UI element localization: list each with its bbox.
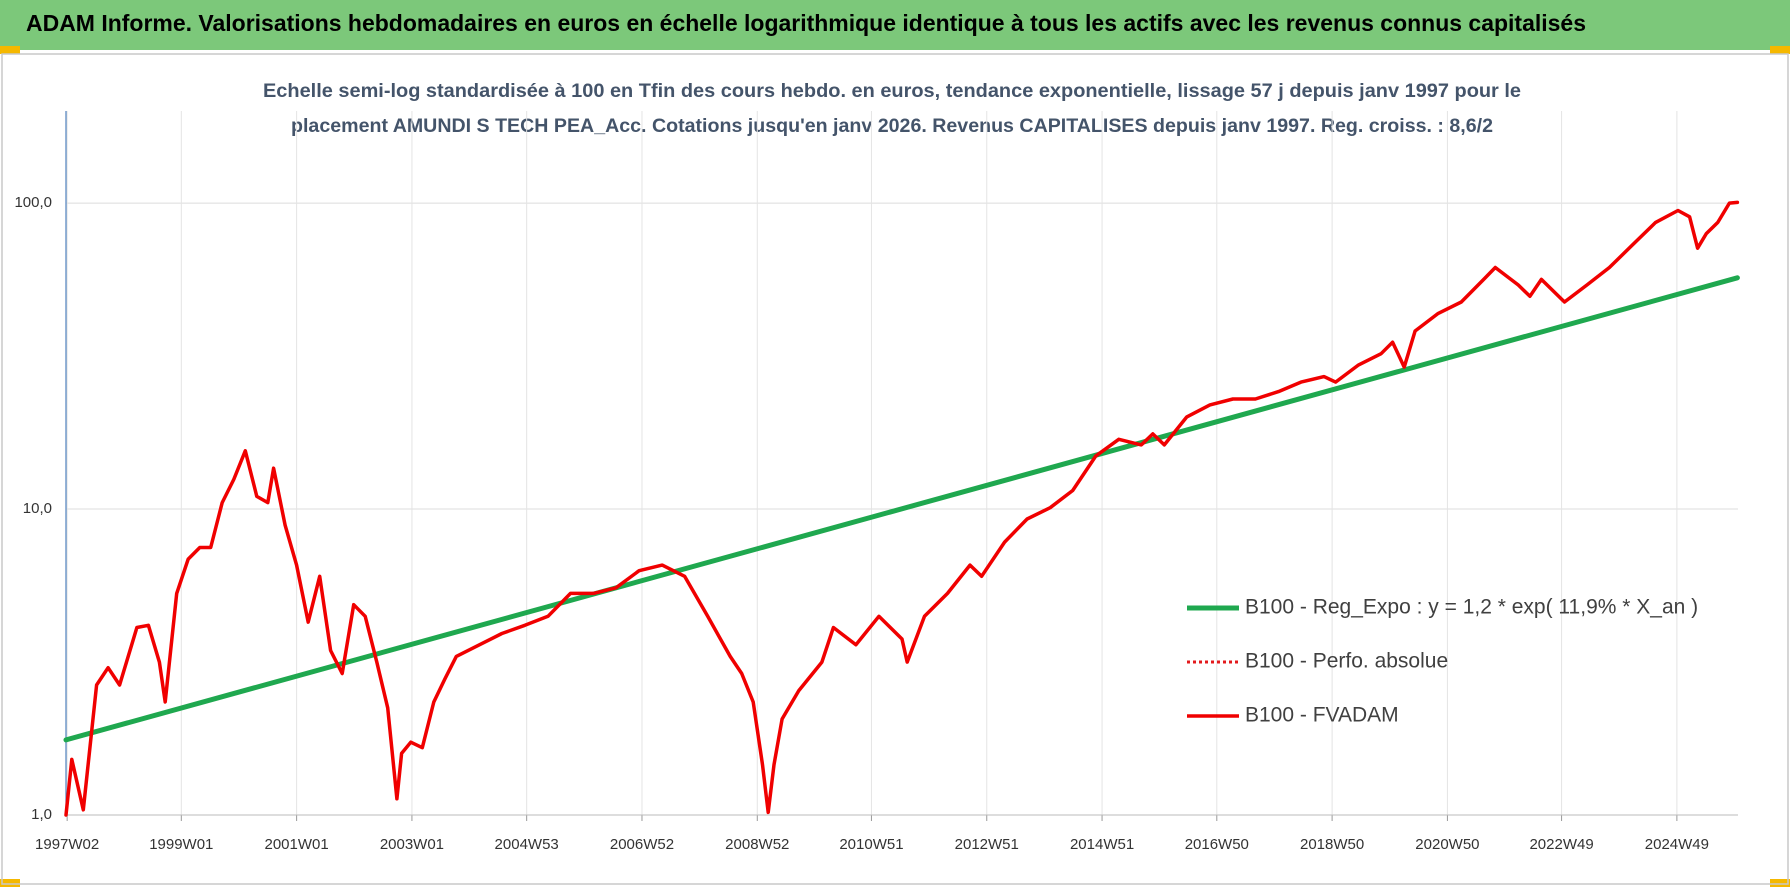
x-tick-label: 2014W51 (1070, 836, 1134, 853)
series-line (64, 200, 1740, 817)
x-tick-label: 2001W01 (265, 836, 329, 853)
x-tick-label: 1997W02 (35, 836, 99, 853)
subtitle: placement AMUNDI S TECH PEA_Acc. Cotatio… (291, 116, 1493, 137)
x-tick-label: 2016W50 (1185, 836, 1249, 853)
corner (1770, 879, 1790, 887)
legend-label: B100 - FVADAM (1245, 704, 1399, 727)
y-tick-label: 10,0 (23, 500, 52, 517)
frame (1, 53, 1789, 885)
x-tick-label: 2018W50 (1300, 836, 1364, 853)
x-tick-label: 2022W49 (1529, 836, 1593, 853)
y-tick-label: 100,0 (14, 194, 52, 211)
subtitle: Echelle semi-log standardisée à 100 en T… (263, 81, 1521, 102)
header-bar (0, 0, 1790, 50)
x-tick-label: 2010W51 (839, 836, 903, 853)
y-tick-label: 1,0 (31, 806, 52, 823)
x-tick-label: 2006W52 (610, 836, 674, 853)
x-tick-label: 1999W01 (149, 836, 213, 853)
corner (0, 46, 20, 54)
x-tick-label: 2003W01 (380, 836, 444, 853)
x-tick-label: 2020W50 (1415, 836, 1479, 853)
corner (0, 879, 20, 887)
corner (1770, 46, 1790, 54)
x-tick-label: 2004W53 (495, 836, 559, 853)
x-tick-label: 2008W52 (725, 836, 789, 853)
x-tick-label: 2024W49 (1645, 836, 1709, 853)
x-tick-label: 2012W51 (955, 836, 1019, 853)
legend-label: B100 - Reg_Expo : y = 1,2 * exp( 11,9% *… (1245, 596, 1698, 619)
legend-label: B100 - Perfo. absolue (1245, 650, 1448, 673)
header-title: ADAM Informe. Valorisations hebdomadaire… (26, 10, 1586, 36)
